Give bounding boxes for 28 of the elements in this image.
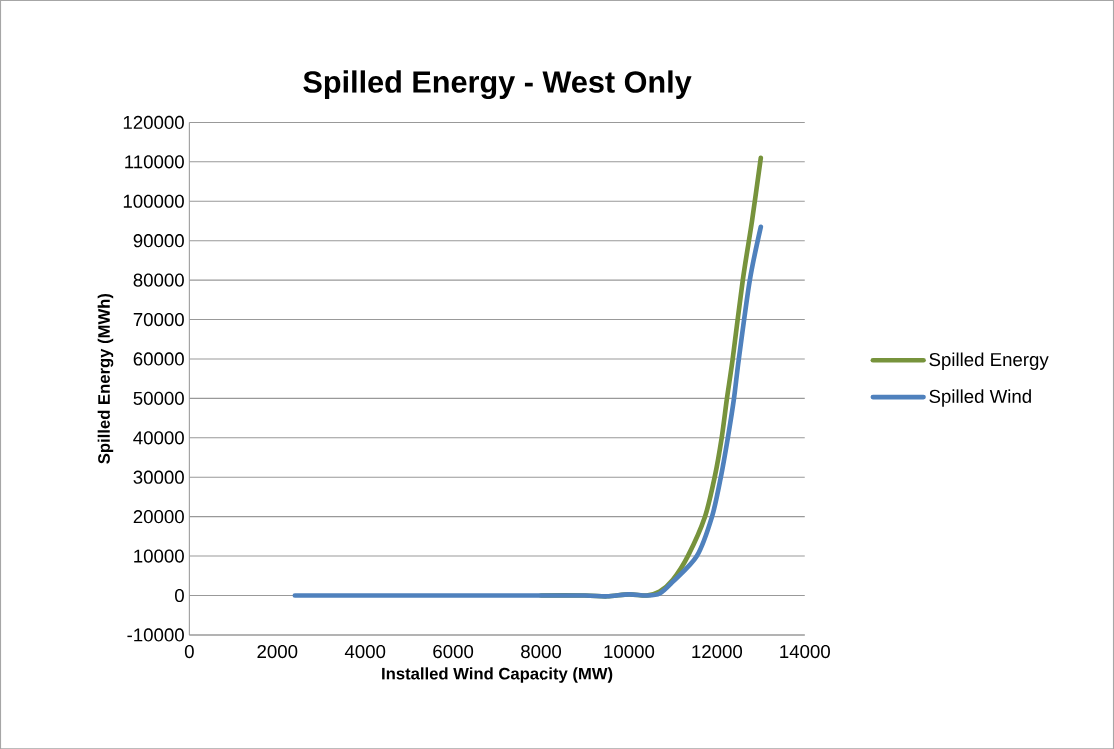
y-tick-label: 30000	[133, 470, 184, 484]
x-tick-label: 14000	[780, 644, 830, 658]
y-tick-label: 40000	[133, 431, 184, 445]
y-tick-label: 10000	[134, 549, 184, 563]
y-tick-label: -10000	[127, 628, 184, 642]
y-tick-label: 100000	[123, 194, 184, 208]
y-tick-label: 90000	[133, 233, 184, 248]
x-tick-label: 2000	[257, 644, 298, 658]
x-tick-label: 10000	[604, 644, 655, 658]
x-tick-label: 0	[184, 644, 194, 658]
x-tick-label: 6000	[433, 644, 474, 658]
x-tick-label: 4000	[344, 644, 386, 658]
legend-label: Spilled Wind	[929, 389, 1031, 407]
x-tick-label: 12000	[692, 644, 743, 658]
y-tick-label: 120000	[123, 115, 184, 129]
x-axis-title: Installed Wind Capacity (MW)	[382, 667, 613, 683]
line-series	[292, 224, 764, 599]
y-tick-label: 110000	[125, 155, 184, 169]
y-tick-label: 80000	[133, 273, 184, 287]
y-tick-label: 60000	[133, 352, 184, 366]
y-tick-label: 20000	[133, 509, 184, 524]
y-axis-title: Spilled Energy (MWh)	[97, 293, 114, 464]
legend-label: Spilled Energy	[929, 352, 1049, 370]
y-tick-label: 50000	[133, 391, 184, 405]
x-tick-label: 8000	[521, 644, 562, 658]
y-tick-label: 0	[175, 588, 184, 602]
chart-title: Spilled Energy - West Only	[303, 70, 692, 99]
y-tick-label: 70000	[133, 312, 184, 326]
